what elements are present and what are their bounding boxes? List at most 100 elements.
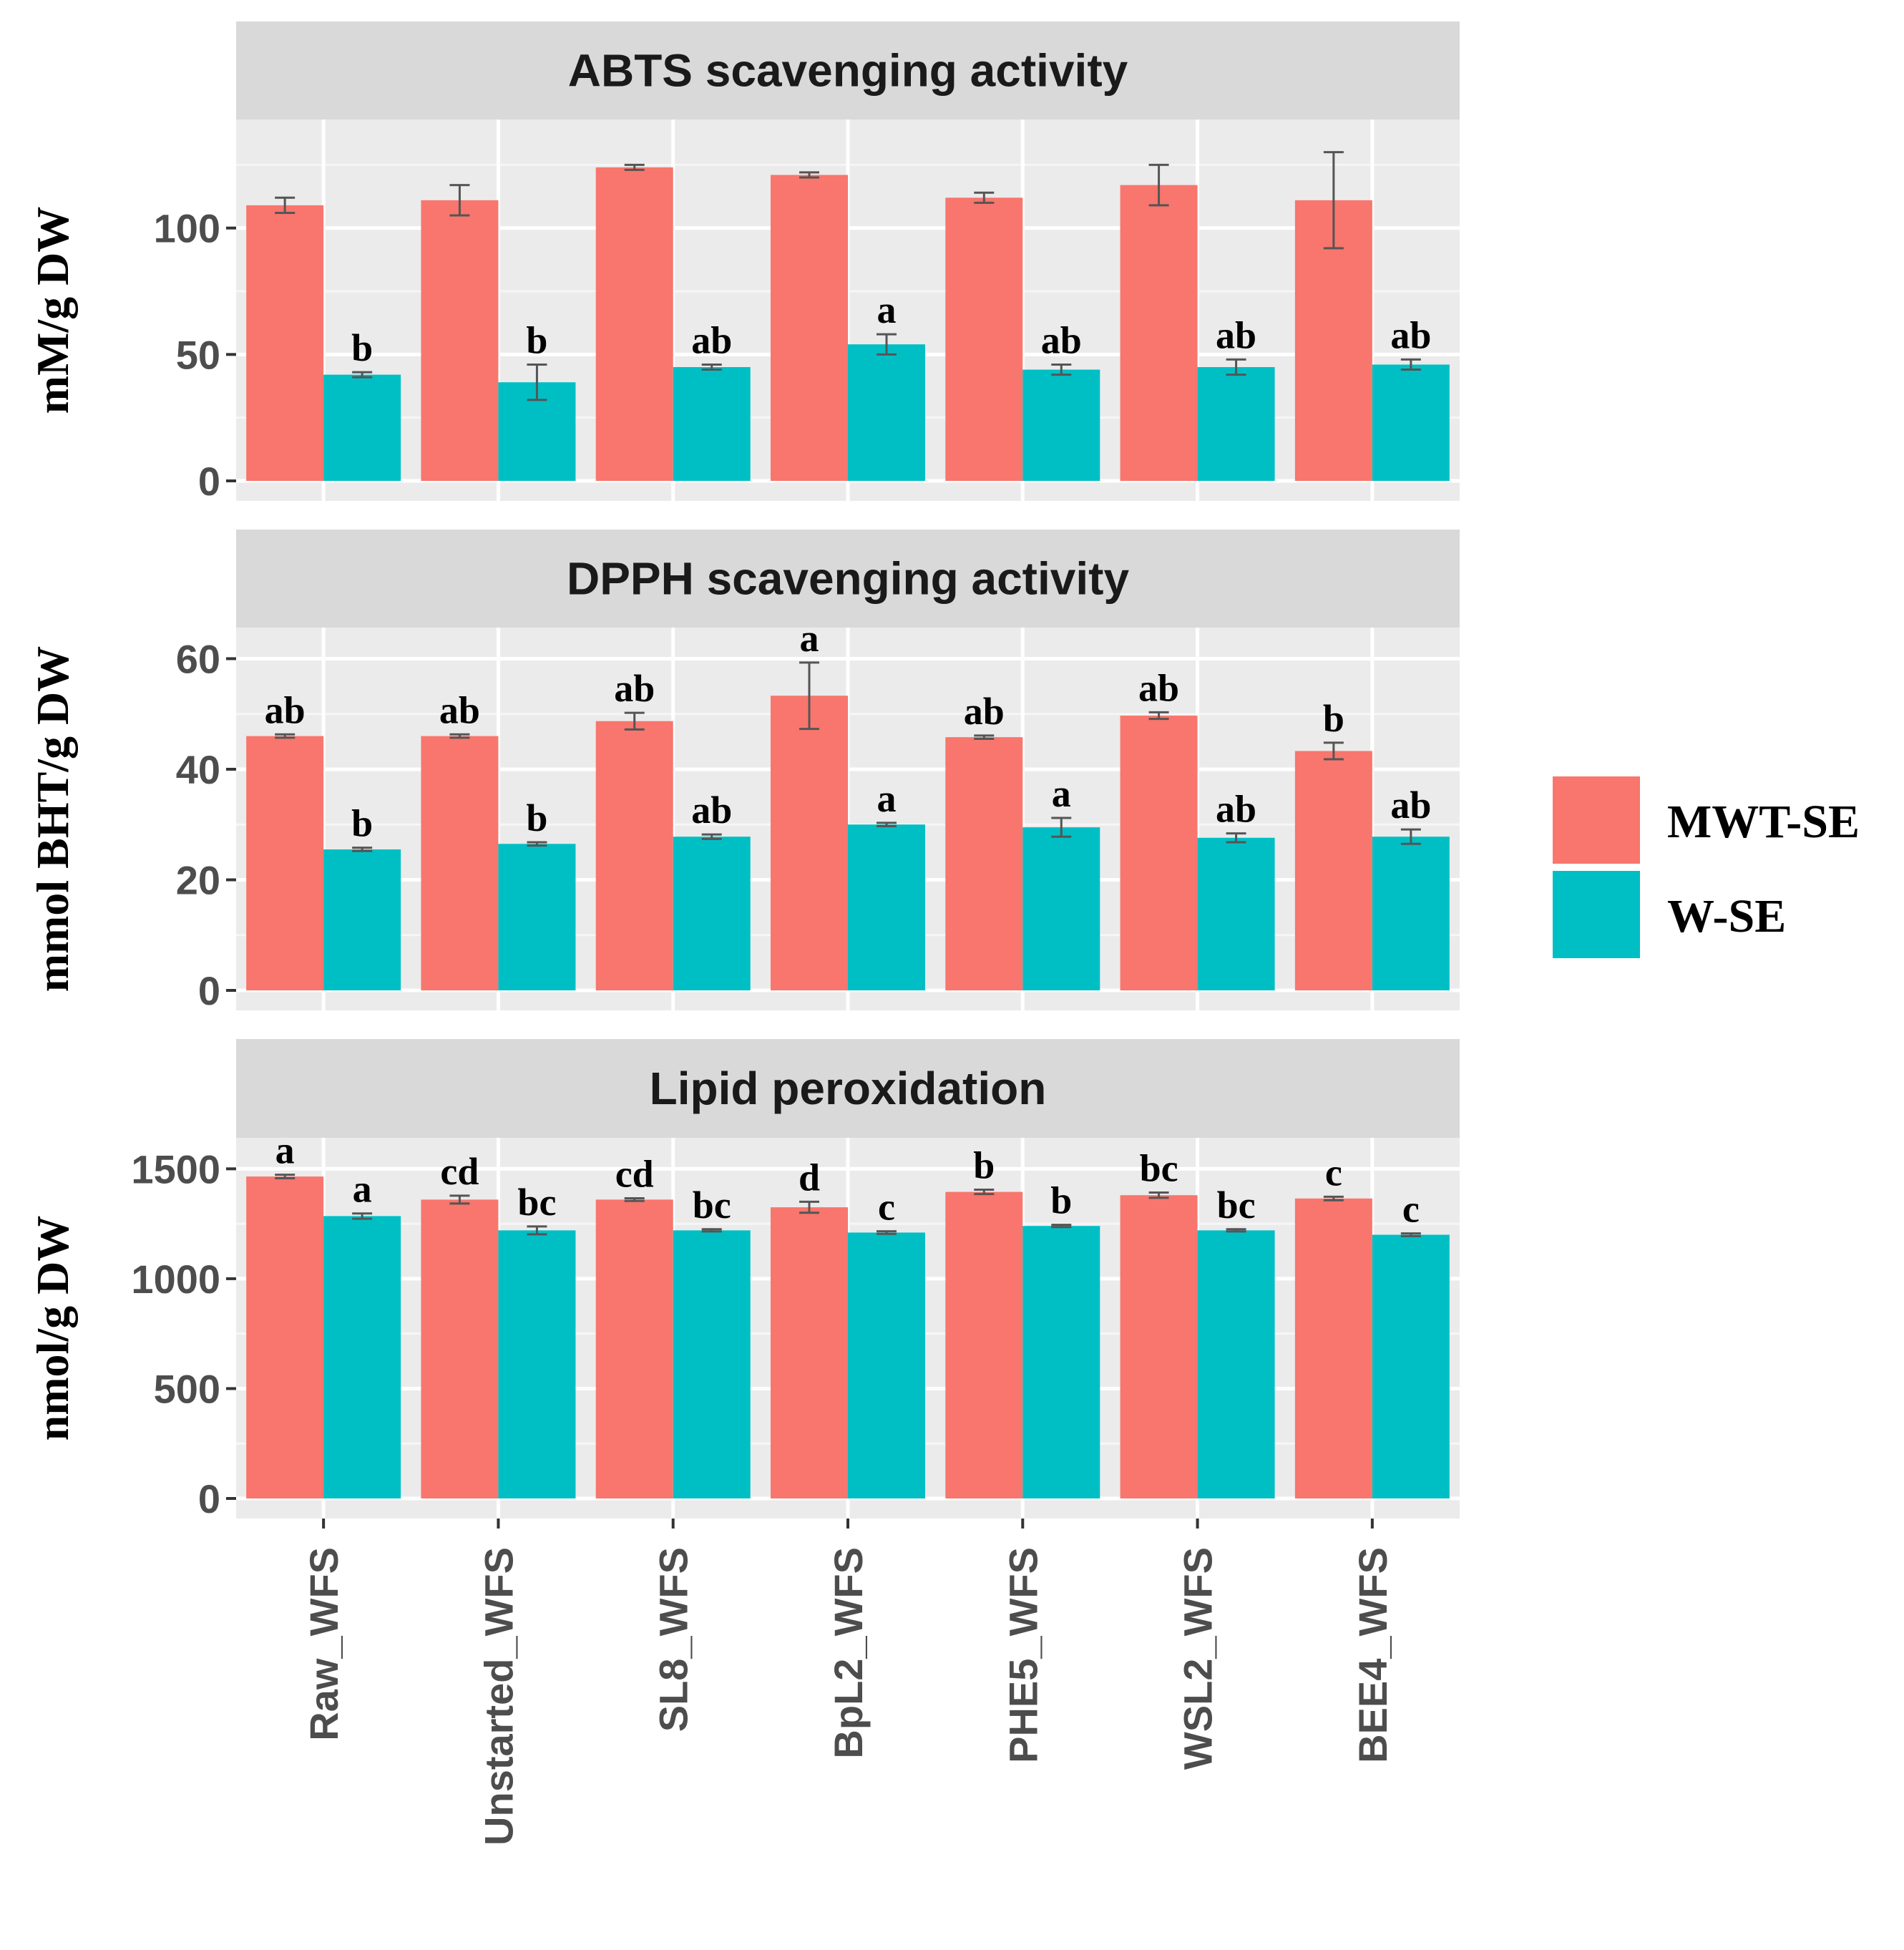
panel2-bar-w-se-sl8-wfs [673,837,751,990]
panel2-sig-label-w-se-wsl2-wfs: ab [1216,788,1256,831]
xtick-label-bee4-wfs: BEE4_WFS [1350,1547,1395,1763]
panel3-sig-label-w-se-phe5-wfs: b [1050,1179,1072,1222]
panel3-bar-mwt-se-bpl2-wfs [771,1207,848,1498]
panel3-ytick-label: 500 [154,1366,220,1411]
panel1-sig-label-w-se-unstarted-wfs: b [526,318,547,361]
panel3-bar-mwt-se-sl8-wfs [595,1199,673,1498]
panel1-bar-mwt-se-unstarted-wfs [421,200,499,481]
panel1-strip [236,21,1460,120]
panel3-bar-w-se-wsl2-wfs [1197,1230,1275,1498]
legend-key-mwt-se [1553,776,1640,864]
panel2-sig-label-w-se-unstarted-wfs: b [526,796,547,839]
panel3-sig-label-mwt-se-sl8-wfs: cd [615,1153,654,1196]
legend-label-w-se: W-SE [1667,890,1786,942]
panel3-strip [236,1039,1460,1138]
panel3-bar-mwt-se-phe5-wfs [945,1191,1023,1498]
panel3-sig-label-w-se-bee4-wfs: c [1402,1188,1420,1231]
panel2-ytick-label: 20 [176,857,220,902]
panel1-bar-mwt-se-bpl2-wfs [771,175,848,481]
panel1-bar-w-se-bpl2-wfs [848,344,925,481]
xtick-label-unstarted-wfs: Unstarted_WFS [476,1547,521,1846]
panel1-sig-label-w-se-bee4-wfs: ab [1390,313,1431,356]
panel2-sig-label-w-se-sl8-wfs: ab [691,789,732,832]
panel2-sig-label-w-se-bpl2-wfs: a [877,777,897,820]
panel3-bar-mwt-se-wsl2-wfs [1120,1195,1198,1498]
panel3-bar-mwt-se-unstarted-wfs [421,1199,499,1498]
xtick-label-phe5-wfs: PHE5_WFS [1000,1547,1045,1763]
panel3-title: Lipid peroxidation [650,1063,1047,1114]
panel1-title: ABTS scavenging activity [568,45,1128,97]
panel2-bar-mwt-se-sl8-wfs [595,721,673,990]
panel2-sig-label-mwt-se-raw-wfs: ab [265,688,306,731]
panel2-bar-w-se-wsl2-wfs [1197,837,1275,990]
panel1-bar-mwt-se-wsl2-wfs [1120,185,1198,481]
panel1-sig-label-w-se-phe5-wfs: ab [1041,318,1082,361]
panel3-bar-w-se-bpl2-wfs [848,1232,925,1498]
panel2-bar-mwt-se-phe5-wfs [945,737,1023,990]
panel3-sig-label-w-se-sl8-wfs: bc [693,1184,731,1227]
panel1-bar-w-se-sl8-wfs [673,367,751,481]
panel3-sig-label-mwt-se-phe5-wfs: b [973,1144,995,1187]
panel1-bar-w-se-bee4-wfs [1372,364,1450,481]
panel1-bar-mwt-se-sl8-wfs [595,167,673,481]
panel3-sig-label-w-se-wsl2-wfs: bc [1217,1184,1256,1227]
xtick-label-sl8-wfs: SL8_WFS [651,1547,696,1732]
panel2-sig-label-mwt-se-wsl2-wfs: ab [1138,666,1179,709]
panel1-sig-label-w-se-wsl2-wfs: ab [1216,313,1256,356]
xtick-label-bpl2-wfs: BpL2_WFS [826,1547,871,1759]
panel1-ytick-label: 50 [176,332,220,377]
panel2-sig-label-w-se-phe5-wfs: a [1052,772,1071,815]
panel2-bar-w-se-unstarted-wfs [498,844,576,990]
legend-key-w-se [1553,871,1640,958]
panel3-ytick-label: 1000 [131,1257,220,1302]
panel1-bar-mwt-se-raw-wfs [246,205,324,481]
panel2-ytick-label: 40 [176,747,220,792]
panel2-sig-label-w-se-raw-wfs: b [351,802,373,845]
panel3-bar-mwt-se-bee4-wfs [1294,1198,1372,1498]
panel1-sig-label-w-se-bpl2-wfs: a [877,288,897,331]
panel3-sig-label-mwt-se-wsl2-wfs: bc [1140,1147,1178,1190]
panel2-bar-w-se-bee4-wfs [1372,837,1450,990]
panel2-bar-mwt-se-unstarted-wfs [421,736,499,990]
panel1-bar-w-se-wsl2-wfs [1197,367,1275,481]
xtick-label-wsl2-wfs: WSL2_WFS [1176,1547,1221,1770]
panel2-sig-label-mwt-se-phe5-wfs: ab [964,690,1005,733]
panel2-sig-label-mwt-se-bpl2-wfs: a [800,617,819,660]
panel2-bar-mwt-se-bpl2-wfs [771,696,848,990]
panel1-ylabel: mM/g DW [27,207,78,414]
panel3-bar-w-se-raw-wfs [323,1216,401,1498]
panel2-sig-label-mwt-se-bee4-wfs: b [1323,697,1344,740]
panel2-ytick-label: 60 [176,636,220,681]
panel3-bar-w-se-sl8-wfs [673,1230,751,1498]
xtick-label-raw-wfs: Raw_WFS [301,1547,346,1741]
panel3-bar-mwt-se-raw-wfs [246,1176,324,1498]
panel3-bar-w-se-unstarted-wfs [498,1230,576,1498]
panel1-sig-label-w-se-raw-wfs: b [351,326,373,369]
panel3-ytick-label: 1500 [131,1146,220,1191]
legend-label-mwt-se: MWT-SE [1667,796,1860,848]
panel2-sig-label-mwt-se-unstarted-wfs: ab [439,688,480,731]
panel3-sig-label-w-se-bpl2-wfs: c [878,1186,895,1229]
panel3-sig-label-mwt-se-unstarted-wfs: cd [440,1150,479,1193]
panel3-ylabel: nmol/g DW [27,1216,78,1441]
panel1-bar-mwt-se-phe5-wfs [945,198,1023,481]
panel3-sig-label-w-se-unstarted-wfs: bc [517,1181,556,1224]
panel2-bar-w-se-raw-wfs [323,849,401,990]
panel3-ytick-label: 0 [198,1476,220,1521]
panel2-bar-w-se-phe5-wfs [1022,827,1100,990]
panel2-title: DPPH scavenging activity [567,553,1129,605]
panel3-sig-label-mwt-se-raw-wfs: a [275,1129,295,1172]
panel3-sig-label-w-se-raw-wfs: a [353,1168,372,1211]
panel2-bar-mwt-se-raw-wfs [246,736,324,990]
panel3-bar-w-se-bee4-wfs [1372,1234,1450,1498]
panel1-ytick-label: 0 [198,459,220,504]
panel1-bar-w-se-phe5-wfs [1022,369,1100,481]
panel3-sig-label-mwt-se-bpl2-wfs: d [799,1156,820,1199]
panel1-ytick-label: 100 [154,206,220,251]
panel3-bar-w-se-phe5-wfs [1022,1226,1100,1498]
panel2-sig-label-w-se-bee4-wfs: ab [1390,784,1431,827]
panel2-bar-mwt-se-wsl2-wfs [1120,716,1198,990]
panel2-ytick-label: 0 [198,968,220,1013]
